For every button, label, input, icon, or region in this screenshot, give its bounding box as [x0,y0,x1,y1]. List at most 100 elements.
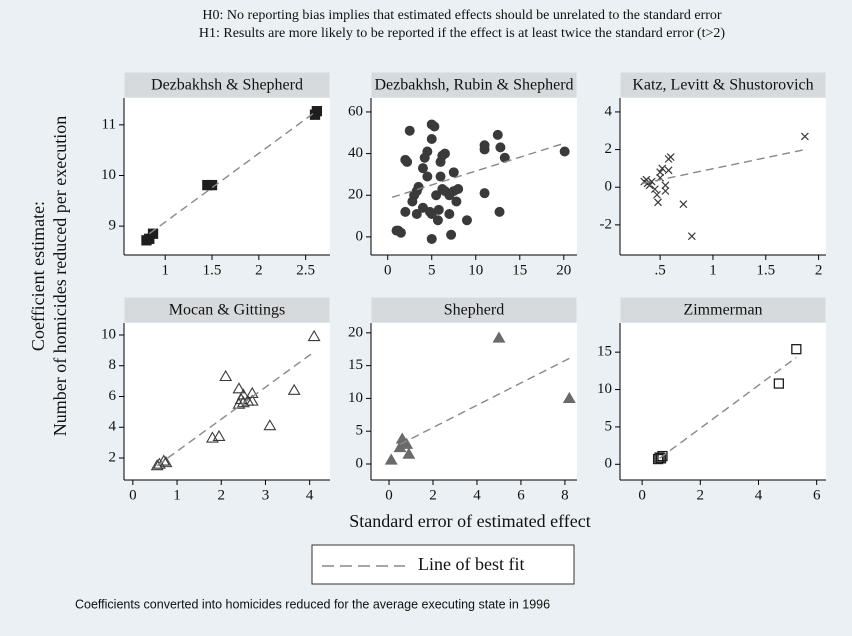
y-tick-label: 4 [109,419,117,435]
point [661,187,670,195]
point [650,185,659,194]
point [393,225,404,236]
x-tick-label: 5 [428,262,436,278]
point [656,168,665,177]
y-tick-label: 5 [356,423,364,439]
x-tick-label: 4 [473,487,481,503]
point [236,388,250,400]
point [245,394,259,406]
point [479,188,490,199]
panel-title: Shepherd [444,302,504,319]
point [426,233,437,244]
fit-line [642,148,806,185]
x-tick-label: 1.5 [756,262,775,278]
point [402,156,413,167]
x-tick-label: 1 [173,487,181,503]
legend-label: Line of best fit [418,554,524,574]
x-tick-label: 1 [161,262,169,278]
point [413,181,424,192]
point [435,171,446,182]
point [495,142,506,153]
x-tick-label: 2 [218,487,226,503]
point [422,171,433,182]
y-tick-label: 9 [109,218,117,234]
point [679,200,688,209]
point [411,208,422,219]
x-tick-label: 2 [815,262,823,278]
point [384,453,398,465]
x-tick-label: .5 [655,262,666,278]
x-tick-label: 0 [384,262,392,278]
x-tick-label: 4 [755,487,763,503]
point [431,190,442,201]
x-tick-label: 3 [262,487,270,503]
x-tick-label: 0 [638,487,646,503]
point [402,447,416,459]
x-tick-label: 6 [813,487,821,503]
x-tick-label: 8 [561,487,569,503]
point [654,452,665,463]
panel-header [619,296,827,324]
point [263,419,277,431]
point [562,391,576,403]
point [219,369,233,382]
y-tick-label: -2 [600,216,613,232]
point [232,382,246,394]
panel-header [370,71,578,99]
panel-title: Mocan & Gittings [169,302,285,319]
point [157,454,171,466]
point [439,148,450,159]
x-tick-label: 2 [255,262,263,278]
point [432,215,443,226]
x-tick-label: 0 [385,487,393,503]
y-tick-label: 11 [102,116,116,132]
point [453,183,464,194]
point [448,167,459,178]
y-tick-label: 15 [597,344,612,360]
y-tick-label: 2 [109,449,117,465]
point [429,121,440,132]
hypothesis: H1: Results are more likely to be report… [199,26,726,41]
point [147,228,159,239]
y-tick-label: 0 [605,456,613,472]
x-tick-label: 2 [429,487,437,503]
note: Coefficients converted into homicides re… [75,597,550,611]
point [658,164,667,173]
point [446,229,457,240]
hypothesis: H0: No reporting bias implies that estim… [202,8,721,23]
y-tick-label: 20 [348,187,363,203]
point [426,134,437,145]
point [559,146,570,157]
point [666,153,675,162]
y-tick-label: 40 [348,145,363,161]
x-tick-label: 2 [697,487,705,503]
plot-area [620,323,826,480]
y-tick-label: 0 [356,455,364,471]
fit-line [156,351,315,467]
x-tick-label: 10 [468,262,483,278]
point [657,450,668,462]
x-tick-label: 20 [556,262,571,278]
x-tick-label: 1.5 [203,262,222,278]
point [499,152,510,163]
point [661,181,670,190]
plot-area [620,98,826,255]
point [212,429,226,442]
point [444,208,455,219]
panel-title: Katz, Levitt & Shustorovich [632,77,813,94]
point [422,146,433,157]
point [664,166,673,175]
point [404,125,415,136]
point [400,206,411,217]
point [451,196,462,207]
point [773,378,785,389]
y-tick-label: 15 [348,357,363,373]
y-tick-label: 0 [356,228,364,244]
y-tick-label: 4 [605,103,613,119]
y-tick-label: 0 [605,179,613,195]
y-tick-label: 10 [101,167,116,183]
y-tick-label: 8 [109,357,117,373]
point [479,144,490,155]
legend-box [311,544,575,585]
